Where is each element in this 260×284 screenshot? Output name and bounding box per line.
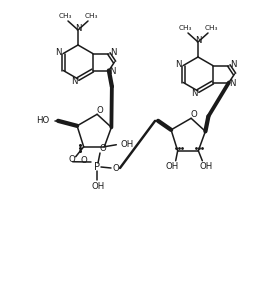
Text: O: O [81,156,87,164]
Text: O: O [68,155,75,164]
Text: HO: HO [36,116,50,125]
Text: O: O [100,143,106,153]
Text: CH₃: CH₃ [84,13,98,19]
Text: N: N [175,60,181,69]
Text: N: N [75,24,81,32]
Text: O: O [97,106,103,115]
Text: OH: OH [200,162,213,171]
Text: N: N [71,76,77,85]
Text: N: N [191,89,197,97]
Text: N: N [195,36,201,45]
Text: OH: OH [121,140,134,149]
Text: N: N [110,67,116,76]
Text: CH₃: CH₃ [178,25,192,31]
Text: OH: OH [91,181,105,191]
Text: N: N [230,79,236,88]
Text: N: N [55,48,62,57]
Text: OH: OH [165,162,178,171]
Text: O: O [191,110,198,119]
Text: N: N [231,60,237,69]
Text: O: O [113,164,119,172]
Text: P: P [94,162,100,172]
Text: CH₃: CH₃ [58,13,72,19]
Text: CH₃: CH₃ [204,25,218,31]
Text: N: N [110,48,117,57]
